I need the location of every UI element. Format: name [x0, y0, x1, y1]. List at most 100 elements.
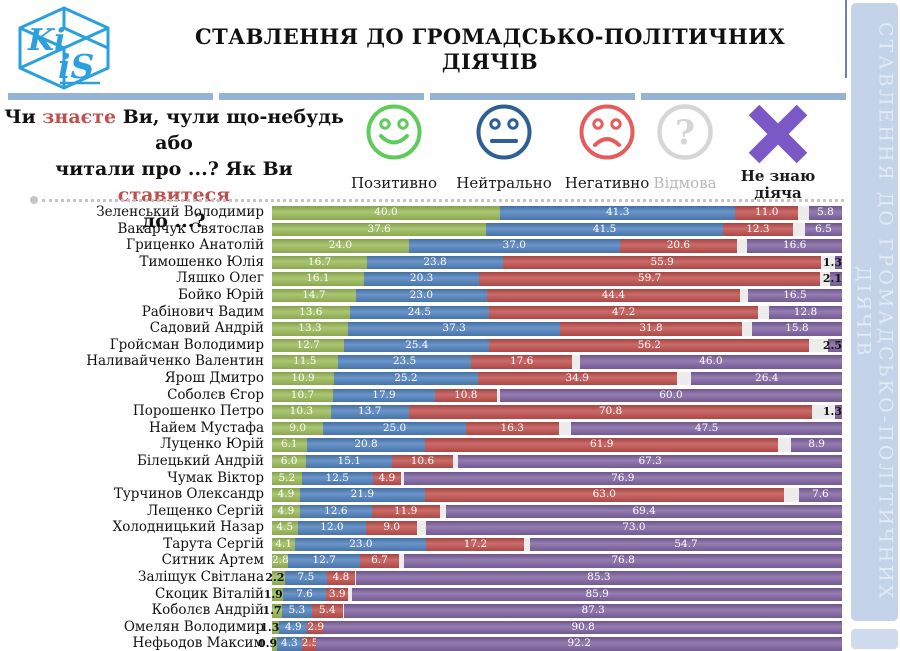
bar-segment-positive [272, 587, 283, 602]
bar-segment-dont_know: 5.8 [808, 206, 842, 220]
bar-value-label: 37.6 [367, 222, 391, 235]
bar-value-label: 5.4 [318, 604, 336, 617]
chart-row: Бойко Юрій 14.7 23.0 44.4 16.5 [0, 288, 842, 303]
bar-segment-refusal [571, 355, 580, 369]
bar-value-label: 2.1 [822, 272, 842, 286]
chart-row: Чумак Віктор 5.2 12.5 4.9 76.9 [0, 471, 842, 485]
bar-segment-dont_know: 16.6 [747, 239, 842, 253]
kiis-cube-icon: Ki iS [18, 6, 110, 90]
bar-track: 4.5 12.0 9.0 73.0 [272, 521, 842, 535]
bar-value-label: 11.9 [393, 504, 418, 517]
bar-segment-negative: 63.0 [424, 488, 784, 502]
bar-segment-neutral: 15.1 [306, 454, 393, 469]
bar-segment-refusal [323, 620, 325, 635]
bar-value-label: 2.2 [265, 571, 285, 585]
bar-segment-dont_know: 69.4 [446, 504, 842, 519]
bar-segment-dont_know: 15.8 [751, 322, 842, 336]
bar-value-label: 16.5 [783, 288, 807, 301]
bar-segment-neutral: 20.8 [306, 438, 426, 452]
bar-segment-negative: 17.2 [426, 537, 525, 552]
bar-value-label: 10.7 [290, 388, 315, 401]
bar-value-label: 40.0 [374, 206, 398, 218]
bar-segment-dont_know: 67.3 [458, 454, 842, 469]
politician-name: Холодницький Назар [112, 519, 264, 536]
title-divider-line [845, 0, 847, 78]
bar-segment-negative: 9.0 [366, 521, 418, 535]
politician-name: Коболєв Андрій [151, 602, 264, 619]
bar-segment-negative: 59.7 [479, 272, 820, 286]
bar-track: 1.3 4.9 2.9 90.8 [260, 620, 842, 635]
bar-value-label: 5.3 [288, 604, 306, 617]
bar-segment-neutral: 12.6 [299, 504, 372, 519]
bar-segment-negative: 61.9 [425, 438, 779, 452]
bar-segment-negative: 11.9 [371, 504, 440, 519]
bar-segment-neutral: 4.9 [279, 620, 308, 635]
dotted-rule-dot [30, 196, 38, 204]
bar-value-label: 3.9 [328, 587, 346, 600]
bar-segment-dont_know: 85.9 [352, 587, 842, 602]
bar-value-label: 13.6 [299, 305, 323, 318]
bar-value-label: 23.5 [392, 355, 417, 368]
politician-name: Тимошенко Юлія [139, 253, 264, 270]
politician-name: Найем Мустафа [148, 419, 264, 436]
bar-segment-positive: 37.6 [272, 222, 487, 237]
bar-value-label: 24.0 [328, 239, 353, 252]
bar-value-label: 9.0 [289, 421, 306, 434]
bar-segment-refusal [821, 255, 835, 270]
bar-value-label: 5.8 [817, 206, 834, 218]
bar-segment-positive: 24.0 [272, 239, 409, 253]
chart-row: Тимошенко Юлія 16.7 23.8 55.9 1.3 [0, 253, 842, 270]
bar-value-label: 90.8 [571, 620, 595, 633]
bar-segment-refusal [798, 206, 809, 220]
bar-segment-neutral: 20.3 [363, 272, 480, 286]
bar-value-label: 1.3 [822, 255, 842, 269]
politician-name: Рабінович Вадим [141, 303, 264, 320]
bar-value-label: 41.3 [606, 206, 630, 218]
politician-name: Нефьодов Максим [132, 635, 264, 651]
bar-segment-negative: 20.6 [619, 239, 738, 253]
svg-text:Ki: Ki [27, 23, 65, 58]
bar-segment-negative: 2.9 [307, 620, 324, 635]
bar-value-label: 7.6 [296, 587, 313, 600]
bar-value-label: 4.9 [277, 488, 295, 501]
bar-segment-refusal [348, 587, 353, 602]
bar-value-label: 61.9 [590, 438, 614, 451]
smiley-neutral-icon [475, 100, 533, 164]
bar-value-label: 63.0 [592, 488, 616, 501]
legend-label: Відмова [653, 174, 717, 192]
chart-row: Ярош Дмитро 10.9 25.2 34.9 26.4 [0, 371, 842, 386]
bar-value-label: 0.9 [257, 637, 278, 651]
chart-row: Садовий Андрій 13.3 37.3 31.8 15.8 [0, 322, 842, 336]
chart-row: Лещенко Сергій 4.9 12.6 11.9 69.4 [0, 504, 842, 519]
bar-track: 11.5 23.5 17.6 46.0 [272, 355, 842, 369]
bar-segment-positive [272, 637, 278, 651]
bar-track: 37.6 41.5 12.3 6.5 [272, 222, 842, 237]
bar-segment-negative: 10.8 [435, 388, 497, 403]
chart-row: Гройсман Володимир 12.7 25.4 56.2 2.5 [0, 338, 842, 353]
bar-segment-positive: 11.5 [272, 355, 338, 369]
question-mark-icon: ? [656, 100, 714, 164]
bar-segment-negative: 2.5 [301, 637, 318, 651]
bar-value-label: 59.7 [637, 272, 662, 285]
smiley-happy-icon [365, 100, 423, 164]
svg-text:?: ? [675, 113, 695, 153]
survey-question: Чи знаєте Ви, чули що-небудь або читали п… [4, 106, 344, 232]
bar-segment-negative: 3.9 [326, 587, 349, 602]
bar-value-label: 16.3 [500, 421, 524, 434]
bar-value-label: 56.2 [637, 338, 661, 351]
bar-value-label: 20.6 [666, 239, 691, 252]
politician-name: Заліщук Світлана [138, 569, 264, 586]
bar-value-label: 4.8 [332, 571, 350, 584]
bar-segment-refusal [812, 405, 835, 419]
bar-value-label: 25.4 [405, 338, 429, 351]
bar-track: 12.7 25.4 56.2 2.5 [272, 338, 842, 353]
bar-value-label: 10.6 [410, 454, 435, 467]
bar-value-label: 12.7 [296, 338, 320, 351]
bar-value-label: 16.6 [782, 239, 807, 252]
bar-segment-refusal [398, 554, 405, 568]
bar-segment-neutral: 24.5 [349, 305, 490, 320]
bar-value-label: 13.3 [298, 322, 322, 335]
bar-value-label: 10.3 [289, 405, 314, 418]
header-divider-bar [8, 93, 846, 100]
